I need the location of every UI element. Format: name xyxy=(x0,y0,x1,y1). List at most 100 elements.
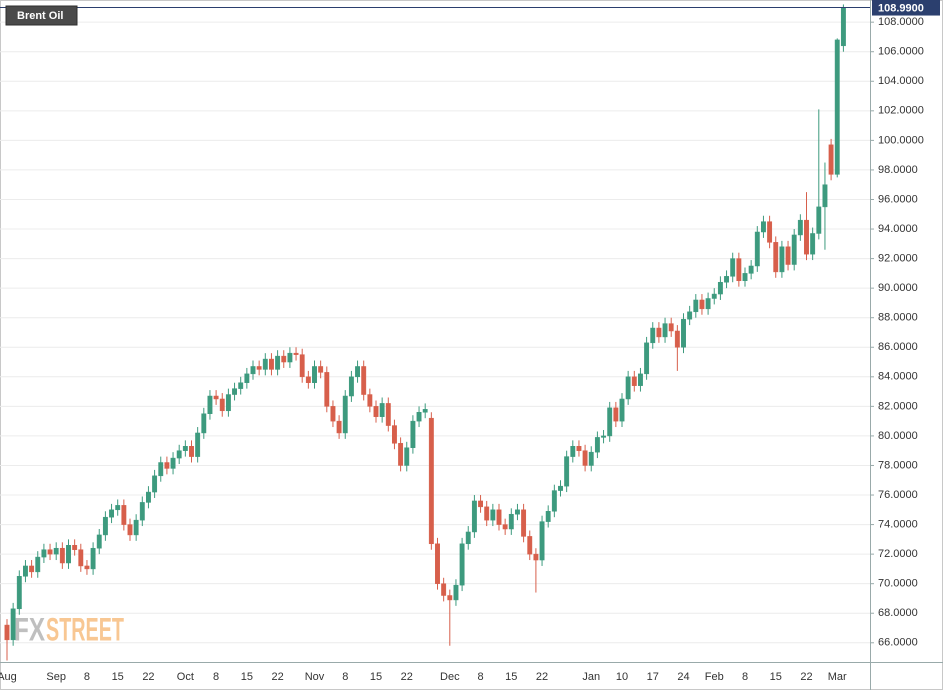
grid xyxy=(0,21,870,644)
x-tick-label: 8 xyxy=(213,671,219,683)
candle-body xyxy=(687,311,693,320)
candle-body xyxy=(521,509,527,537)
candle-body xyxy=(527,536,533,555)
candle-body xyxy=(342,395,348,434)
candle-body xyxy=(121,505,127,525)
candle-body xyxy=(195,432,201,457)
last-price-badge xyxy=(872,0,940,16)
candle-body xyxy=(373,406,379,417)
y-tick-label: 80.0000 xyxy=(878,430,918,442)
x-tick-label: Jan xyxy=(582,671,600,683)
candle-body xyxy=(539,521,545,561)
candle-body xyxy=(631,376,637,386)
candle-body xyxy=(717,281,723,295)
x-tick-label: Mar xyxy=(828,671,847,683)
x-tick-label: Oct xyxy=(177,671,194,683)
candle-body xyxy=(441,583,447,596)
x-tick-label: 15 xyxy=(770,671,782,683)
x-tick-label: 8 xyxy=(342,671,348,683)
watermark-street: STREET xyxy=(46,611,124,647)
candle-body xyxy=(742,273,748,282)
x-tick-label: 22 xyxy=(536,671,548,683)
candle-body xyxy=(705,298,711,310)
y-tick-label: 108.0000 xyxy=(878,16,924,28)
x-tick-label: Nov xyxy=(305,671,325,683)
candle-body xyxy=(109,509,114,518)
candle-body xyxy=(299,354,305,378)
y-tick-label: 66.0000 xyxy=(878,637,918,649)
candle-body xyxy=(312,366,317,383)
candle-body xyxy=(139,502,145,521)
candle-body xyxy=(182,446,188,451)
candle-body xyxy=(656,327,662,338)
candle-body xyxy=(225,394,231,412)
x-tick-label: 17 xyxy=(647,671,659,683)
candle-body xyxy=(133,519,139,536)
candle-body xyxy=(53,547,59,555)
candle-body xyxy=(410,420,416,448)
candle-body xyxy=(797,219,803,236)
candle-body xyxy=(404,447,410,466)
candle-body xyxy=(459,543,465,586)
candle-body xyxy=(502,524,508,530)
candle-body xyxy=(736,258,742,282)
candle-body xyxy=(576,446,582,451)
y-tick-label: 70.0000 xyxy=(878,578,918,590)
candle-body xyxy=(152,475,158,493)
candle-body xyxy=(730,258,736,277)
candle-body xyxy=(361,366,367,395)
candle-body xyxy=(711,293,717,299)
y-tick-label: 76.0000 xyxy=(878,489,918,501)
candle-body xyxy=(293,352,299,355)
candle-body xyxy=(238,382,244,389)
x-tick-label: 22 xyxy=(800,671,812,683)
candle-body xyxy=(588,451,594,466)
candle-body xyxy=(102,516,108,536)
candle-body xyxy=(699,299,705,310)
candle-body xyxy=(435,543,440,584)
candle-body xyxy=(78,549,84,567)
candle-body xyxy=(201,413,207,434)
candle-body xyxy=(422,409,428,413)
y-tick-label: 100.0000 xyxy=(878,134,924,146)
x-tick-label: 8 xyxy=(742,671,748,683)
candle-body xyxy=(275,355,281,370)
candle-body xyxy=(478,500,484,508)
candle-body xyxy=(219,398,225,412)
candle-body xyxy=(84,565,90,570)
candle-body xyxy=(724,276,729,283)
x-tick-label: 24 xyxy=(677,671,689,683)
candle-body xyxy=(96,534,102,549)
candle-body xyxy=(625,376,631,400)
candle-body xyxy=(619,398,625,422)
candle-body xyxy=(10,608,16,641)
candle-body xyxy=(35,556,41,573)
x-tick-label: Feb xyxy=(705,671,724,683)
candle-body xyxy=(72,545,78,550)
y-tick-label: 78.0000 xyxy=(878,459,918,471)
watermark: FX STREET xyxy=(14,611,124,647)
candle-body xyxy=(127,524,133,536)
y-tick-label: 84.0000 xyxy=(878,371,918,383)
candle-body xyxy=(176,450,182,459)
candle-body xyxy=(4,624,10,641)
candle-body xyxy=(668,323,674,332)
x-tick-label: 22 xyxy=(401,671,413,683)
candle-body xyxy=(379,403,385,417)
candle-body xyxy=(638,373,643,386)
candle-body xyxy=(59,547,65,564)
candle-body xyxy=(564,456,570,487)
candle-body xyxy=(90,547,96,570)
candle-body xyxy=(189,446,194,457)
candle-body xyxy=(336,420,342,434)
candle-body xyxy=(650,327,656,344)
candle-body xyxy=(779,246,785,273)
candle-body xyxy=(810,233,816,255)
candle-body xyxy=(748,265,754,274)
x-tick-label: 15 xyxy=(370,671,382,683)
x-tick-label: 22 xyxy=(271,671,283,683)
candle-body xyxy=(29,565,35,573)
candle-body xyxy=(41,549,47,558)
